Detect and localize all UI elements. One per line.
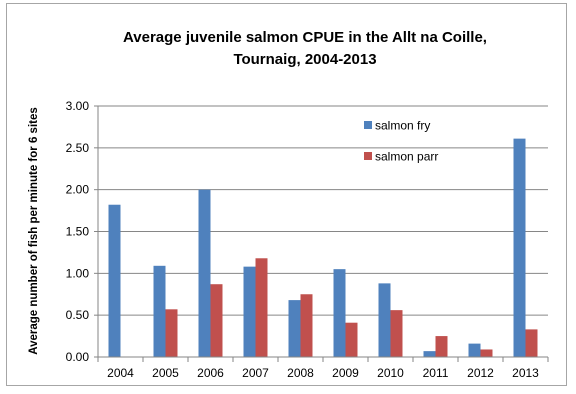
x-tick-label: 2009 [332,366,359,380]
y-tick-label: 1.50 [66,225,90,239]
bar-salmon-parr-2006 [210,284,223,357]
bar-salmon-parr-2010 [390,310,403,357]
y-tick-label: 1.00 [66,266,90,280]
bar-salmon-parr-2007 [255,258,268,357]
x-tick-label: 2004 [107,366,134,380]
bar-salmon-parr-2012 [480,349,493,357]
x-tick-label: 2006 [197,366,224,380]
bar-salmon-fry-2011 [423,351,436,357]
bar-salmon-fry-2008 [288,300,301,357]
x-tick-label: 2010 [377,366,404,380]
y-tick-label: 3.00 [66,99,90,113]
legend-label-salmon-parr: salmon parr [375,150,438,164]
legend-label-salmon-fry: salmon fry [375,119,430,133]
bar-salmon-fry-2006 [198,189,211,357]
bar-salmon-fry-2005 [153,265,166,357]
legend-swatch-salmon-fry [364,121,372,129]
tick-labels: 0.00 0.50 1.00 1.50 2.00 2.50 3.00 2004 2005 2006… [66,99,540,380]
y-tick-label: 2.00 [66,183,90,197]
bar-salmon-fry-2010 [378,283,391,357]
bar-salmon-parr-2011 [435,336,448,357]
x-tick-label: 2008 [287,366,314,380]
chart-title-line-1: Average juvenile salmon CPUE in the Allt… [123,29,487,46]
chart-frame [6,3,567,386]
legend-swatch-salmon-parr [364,152,372,160]
bars [108,138,538,357]
bar-salmon-parr-2008 [300,294,313,357]
legend: salmon fry salmon parr [364,119,438,164]
axes [94,105,549,362]
bar-salmon-parr-2013 [525,329,538,357]
bar-salmon-fry-2007 [243,266,256,357]
x-tick-label: 2012 [467,366,494,380]
x-tick-label: 2011 [423,366,449,380]
x-tick-label: 2005 [152,366,179,380]
bar-salmon-fry-2012 [468,343,481,357]
chart-title-line-2: Tournaig, 2004-2013 [233,51,376,68]
y-tick-label: 0.50 [66,308,90,322]
y-tick-label: 0.00 [66,350,90,364]
y-axis-label: Average number of fish per minute for 6 … [28,107,40,355]
bar-salmon-fry-2013 [513,138,526,357]
x-tick-label: 2007 [242,366,269,380]
bar-salmon-fry-2009 [333,269,346,357]
bar-salmon-fry-2004 [108,204,121,357]
bar-salmon-parr-2005 [165,309,178,357]
bar-salmon-parr-2009 [345,322,358,357]
y-tick-label: 2.50 [66,141,90,155]
x-tick-label: 2013 [512,366,539,380]
